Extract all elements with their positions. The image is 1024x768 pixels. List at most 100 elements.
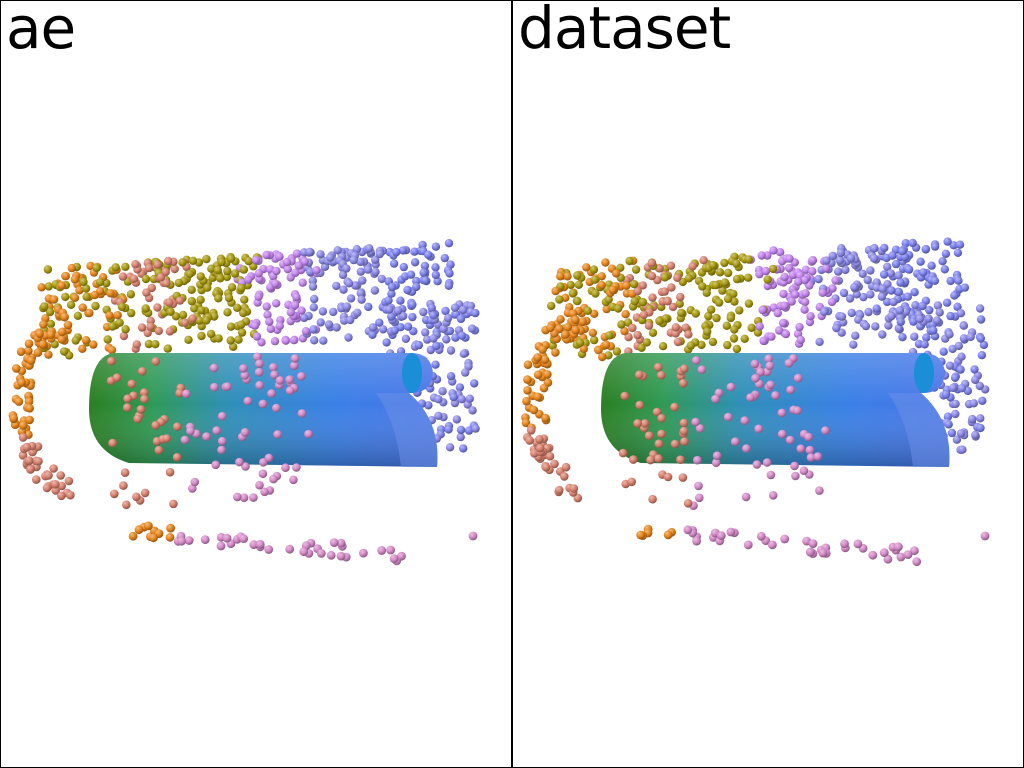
outer-sheet-point	[318, 307, 328, 316]
outer-sheet-point	[233, 492, 242, 502]
outer-sheet-point	[594, 346, 603, 355]
outer-sheet-point	[846, 254, 856, 263]
outer-sheet-point	[270, 337, 280, 346]
inner-tube-opening	[914, 353, 934, 393]
outer-sheet-point	[625, 256, 634, 266]
outer-sheet-point	[377, 546, 387, 555]
outer-sheet-point	[60, 312, 69, 322]
outer-sheet-point	[785, 254, 794, 263]
outer-sheet-point	[647, 271, 657, 281]
outer-sheet-point	[24, 456, 34, 465]
outer-sheet-point	[445, 269, 454, 278]
outer-sheet-point	[896, 317, 905, 327]
outer-sheet-point	[675, 299, 684, 308]
outer-sheet-point	[712, 451, 722, 461]
outer-sheet-point	[239, 534, 249, 544]
outer-sheet-point	[339, 285, 348, 294]
outer-sheet-point	[107, 345, 117, 355]
outer-sheet-point	[316, 549, 326, 558]
outer-sheet-point	[579, 344, 588, 353]
outer-sheet-point	[793, 406, 802, 415]
outer-sheet-point	[740, 334, 749, 343]
outer-sheet-point	[598, 352, 607, 362]
outer-sheet-point	[450, 303, 460, 312]
outer-sheet-point	[660, 273, 670, 282]
outer-sheet-point	[390, 326, 399, 335]
outer-sheet-point	[796, 335, 805, 345]
outer-sheet-point	[808, 267, 817, 276]
outer-sheet-point	[813, 452, 823, 461]
outer-sheet-point	[216, 541, 226, 551]
outer-sheet-point	[406, 270, 416, 279]
outer-sheet-point	[944, 420, 953, 429]
outer-sheet-point	[332, 281, 341, 291]
outer-sheet-point	[590, 275, 600, 284]
outer-sheet-point	[25, 404, 34, 413]
outer-sheet-point	[172, 453, 182, 462]
outer-sheet-point	[127, 308, 136, 318]
outer-sheet-point	[262, 302, 271, 311]
outer-sheet-point	[949, 241, 958, 250]
outer-sheet-point	[648, 328, 658, 337]
outer-sheet-point	[670, 402, 679, 412]
outer-sheet-point	[756, 367, 765, 377]
outer-sheet-point	[28, 447, 37, 457]
outer-sheet-point	[266, 324, 275, 334]
outer-sheet-point	[146, 316, 155, 325]
viewport-ae[interactable]: ae	[0, 0, 512, 768]
outer-sheet-point	[597, 280, 606, 290]
outer-sheet-point	[79, 277, 88, 287]
outer-sheet-point	[239, 364, 248, 373]
outer-sheet-point	[342, 264, 351, 273]
outer-sheet-point	[751, 374, 760, 383]
outer-sheet-point	[879, 548, 889, 557]
outer-sheet-point	[589, 265, 599, 274]
outer-sheet-point	[720, 278, 730, 287]
outer-sheet-point	[805, 445, 815, 455]
outer-sheet-point	[695, 493, 704, 503]
outer-sheet-point	[224, 293, 234, 303]
outer-sheet-point	[956, 309, 966, 318]
outer-sheet-point	[144, 263, 154, 273]
outer-sheet-point	[227, 283, 237, 292]
outer-sheet-point	[137, 323, 147, 332]
viewport-dataset[interactable]: dataset	[512, 0, 1024, 768]
outer-sheet-point	[654, 439, 664, 449]
outer-sheet-point	[290, 354, 300, 363]
outer-sheet-point	[465, 394, 474, 403]
outer-sheet-point	[178, 310, 188, 320]
outer-sheet-point	[403, 322, 413, 331]
outer-sheet-point	[620, 391, 629, 401]
outer-sheet-point	[663, 297, 672, 306]
outer-sheet-point	[112, 373, 122, 383]
outer-sheet-point	[785, 435, 795, 445]
outer-sheet-point	[758, 305, 767, 315]
outer-sheet-point	[203, 283, 212, 292]
outer-sheet-point	[254, 367, 264, 377]
outer-sheet-point	[546, 323, 555, 333]
outer-sheet-point	[918, 301, 927, 311]
outer-sheet-point	[304, 429, 313, 439]
outer-sheet-point	[806, 312, 815, 321]
outer-sheet-point	[790, 461, 799, 471]
outer-sheet-point	[602, 340, 611, 349]
outer-sheet-point	[740, 416, 749, 425]
outer-sheet-point	[255, 480, 264, 490]
outer-sheet-point	[730, 325, 739, 334]
outer-sheet-point	[657, 429, 666, 439]
outer-sheet-point	[726, 313, 735, 323]
outer-sheet-point	[187, 296, 196, 306]
outer-sheet-point	[526, 426, 536, 435]
outer-sheet-point	[591, 289, 600, 298]
outer-sheet-point	[254, 269, 263, 278]
outer-sheet-point	[975, 304, 985, 313]
outer-sheet-point	[629, 455, 638, 464]
outer-sheet-point	[883, 262, 892, 271]
outer-sheet-point	[698, 282, 707, 291]
outer-sheet-point	[180, 318, 189, 327]
outer-sheet-point	[808, 539, 818, 548]
outer-sheet-point	[326, 550, 336, 560]
outer-sheet-point	[933, 301, 943, 310]
outer-sheet-point	[845, 294, 855, 303]
outer-sheet-point	[711, 458, 721, 468]
